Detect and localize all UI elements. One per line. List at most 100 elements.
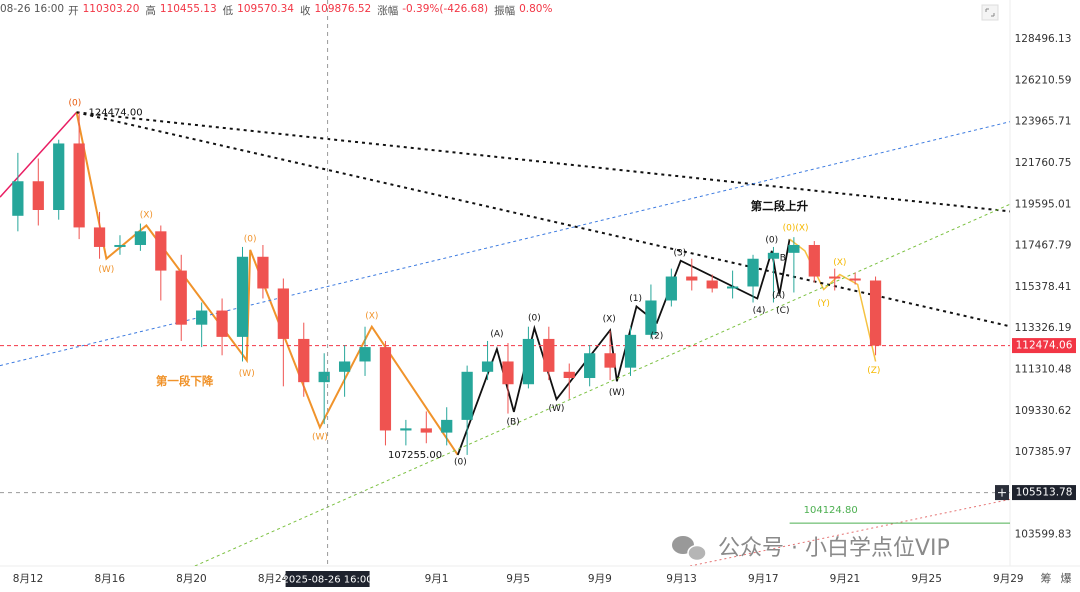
y-tick-label: 123965.71 xyxy=(1015,116,1072,128)
candle-body xyxy=(93,227,106,247)
x-tick-label: 9月21 xyxy=(830,573,861,585)
info-value: 110455.13 xyxy=(159,3,217,15)
candle-body xyxy=(277,288,289,339)
crosshair-y-box xyxy=(1012,485,1076,501)
info-time: 08-26 16:00 xyxy=(0,3,65,15)
candle-body xyxy=(645,300,657,335)
watermark: 公众号 · 小白学点位VIP xyxy=(672,536,950,562)
candle-body xyxy=(686,276,698,281)
wave-label: (2) xyxy=(651,332,664,342)
candle-body xyxy=(420,428,432,433)
candle-body xyxy=(338,361,351,372)
plus-icon xyxy=(998,488,1006,497)
candle-body xyxy=(788,244,800,253)
y-tick-label: 111310.48 xyxy=(1015,364,1072,376)
candle-body xyxy=(155,231,167,271)
candle-body xyxy=(359,347,371,362)
last-price-label: 112474.06 xyxy=(1016,340,1073,352)
wave-label: (X) xyxy=(833,258,846,268)
watermark-text: 公众号 · 小白学点位VIP xyxy=(718,536,950,561)
wave-label: (W) xyxy=(312,432,328,442)
candle-body xyxy=(441,419,453,433)
footer-button[interactable]: 爆 xyxy=(1061,571,1072,585)
candle-body xyxy=(461,371,473,420)
candle-body xyxy=(849,278,861,281)
candle-body xyxy=(829,276,841,279)
y-tick-label: 115378.41 xyxy=(1015,281,1072,293)
info-value: 109876.52 xyxy=(314,3,372,15)
wave-label: (Y) xyxy=(817,299,830,309)
x-tick-label: 9月5 xyxy=(506,573,530,585)
wave-label: (W) xyxy=(549,404,565,414)
fullscreen-icon[interactable] xyxy=(981,4,999,21)
wave-label: (A) xyxy=(772,291,785,301)
candle-body xyxy=(73,143,85,228)
trend-line xyxy=(76,111,1010,328)
wave-label: (A) xyxy=(490,330,503,340)
wave-label: (W) xyxy=(98,265,114,275)
info-label: 高 xyxy=(145,5,156,17)
wave-label: (0) xyxy=(765,236,778,246)
wave-label: (0) xyxy=(69,98,82,108)
wave-label: (B) xyxy=(506,417,519,427)
x-tick-label: 8月16 xyxy=(94,573,125,585)
info-label: 开 xyxy=(68,5,79,17)
candle-body xyxy=(400,428,412,431)
x-tick-label: 9月29 xyxy=(993,573,1024,585)
x-tick-label: 9月9 xyxy=(588,573,612,585)
wave-label: 第二段上升 xyxy=(751,199,809,213)
info-value: -0.39%(-426.68) xyxy=(402,3,489,15)
y-tick-label: 117467.79 xyxy=(1015,240,1072,252)
x-tick-label: 9月25 xyxy=(911,573,942,585)
candle-body xyxy=(604,353,616,368)
info-label: 振幅 xyxy=(494,5,516,17)
crosshair-x-box xyxy=(285,571,370,587)
y-tick-label: 107385.97 xyxy=(1015,446,1072,458)
footer-button[interactable]: 筹 xyxy=(1041,571,1052,585)
trend-line xyxy=(75,112,459,456)
candle-body xyxy=(869,280,882,346)
y-tick-label: 128496.13 xyxy=(1015,33,1072,45)
last-price-box xyxy=(1012,338,1076,354)
candle-body xyxy=(216,310,228,337)
trend-line xyxy=(76,111,1010,213)
wave-label: (C) xyxy=(776,306,789,316)
x-tick-label: 8月24 xyxy=(258,573,289,585)
y-tick-label: 103599.83 xyxy=(1015,529,1072,541)
trend-line xyxy=(789,238,877,362)
candle-body xyxy=(379,347,392,431)
wave-label: (0) xyxy=(528,313,541,323)
info-value: 110303.20 xyxy=(82,3,140,15)
candle-body xyxy=(32,181,44,211)
candle-body xyxy=(808,244,820,277)
wave-label: 第一段下降 xyxy=(156,374,214,388)
info-label: 低 xyxy=(222,5,234,17)
candle-body xyxy=(53,143,65,211)
y-tick-label: 126210.59 xyxy=(1015,74,1072,86)
wave-label: (0)(X) xyxy=(783,224,809,234)
trend-line xyxy=(194,203,1010,566)
wave-label: (1) xyxy=(629,294,642,304)
price-label: 107255.00 xyxy=(388,450,442,461)
info-value: 0.80% xyxy=(519,3,553,15)
info-value: 109570.34 xyxy=(237,3,294,15)
wave-label: (W) xyxy=(609,388,625,398)
candle-body xyxy=(481,361,494,372)
y-tick-label: 109330.62 xyxy=(1015,405,1072,417)
candle-body xyxy=(624,334,637,368)
wave-label: (0) xyxy=(454,458,467,468)
candle-body xyxy=(12,181,24,216)
x-tick-label: 9月17 xyxy=(748,573,779,585)
wave-label: (0) xyxy=(244,235,257,245)
ohlc-info-bar: 08-26 16:00 开 110303.20 高 110455.13 低 109570.… xyxy=(0,3,554,18)
candle-body xyxy=(236,256,249,337)
candle-body xyxy=(665,276,677,301)
crosshair-y-label: 105513.78 xyxy=(1016,487,1073,499)
candle-body xyxy=(747,258,759,287)
candle-body xyxy=(298,338,310,383)
wave-label: (4) xyxy=(753,306,766,316)
info-label: 涨幅 xyxy=(377,5,399,17)
candle-body xyxy=(134,231,147,245)
candle-body xyxy=(767,252,780,259)
